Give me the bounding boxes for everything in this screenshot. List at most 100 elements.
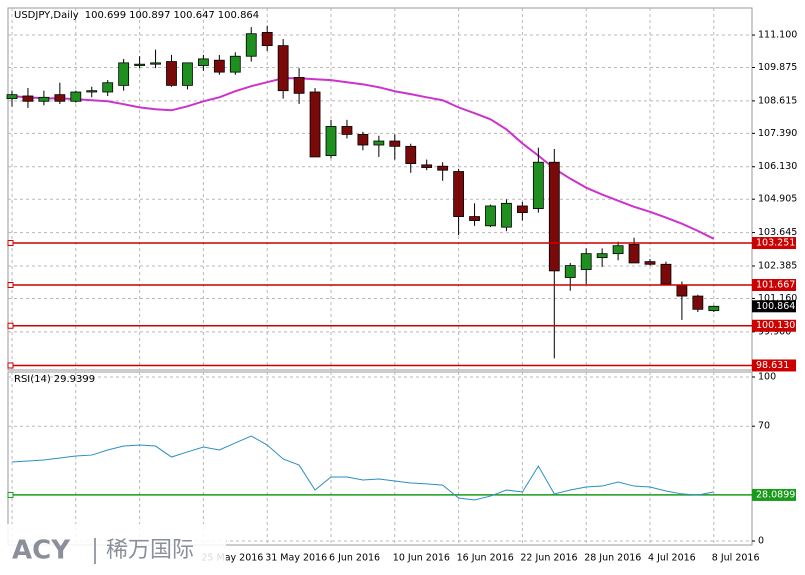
level-label-bg	[752, 488, 796, 501]
horizontal-line-anchor	[7, 240, 14, 247]
y-tick-label: 109.875	[758, 62, 797, 73]
rsi-last: 29.9399	[54, 374, 95, 385]
candle-body	[261, 31, 273, 47]
horizontal-line-label-bg	[752, 319, 796, 332]
candle-body	[389, 140, 401, 147]
moving-average	[11, 77, 715, 240]
horizontal-line-label: 101.667	[756, 280, 795, 291]
y-tick-label: 108.615	[758, 95, 797, 106]
x-tick-label: 4 Jul 2016	[648, 553, 696, 564]
candle-body	[70, 91, 82, 102]
candle-body	[596, 253, 608, 259]
y-tick-label: 103.645	[758, 227, 797, 238]
candle-body	[708, 305, 720, 312]
candle-body	[197, 58, 209, 66]
level-anchor	[7, 491, 14, 498]
candle-body	[548, 161, 560, 272]
y-tick-label: 99.900	[758, 326, 791, 337]
candle-body	[182, 62, 193, 86]
watermark: ACY 稀万国际	[0, 524, 226, 575]
x-tick-label: 6 Jun 2016	[329, 553, 380, 564]
watermark-name: 稀万国际	[106, 538, 194, 563]
watermark-bg	[0, 524, 226, 575]
rsi-line	[11, 435, 714, 501]
candle-body	[86, 90, 98, 93]
last-high: 100.897	[129, 10, 170, 21]
candle-body	[437, 165, 449, 171]
candle-body	[325, 126, 337, 157]
candle-body	[644, 261, 656, 265]
candle-body	[532, 161, 544, 210]
x-tick-label: 22 Jun 2016	[520, 553, 577, 564]
x-tick-label: 16 Jun 2016	[457, 553, 514, 564]
candle-body	[580, 253, 592, 270]
y-tick-label: 106.130	[758, 161, 797, 172]
chart-title: USDJPY,Daily	[14, 10, 79, 21]
candle-body	[293, 77, 305, 94]
current-price-bg	[752, 300, 796, 313]
horizontal-line-anchor	[7, 282, 14, 289]
level-label: 28.0899	[756, 489, 795, 500]
horizontal-line-label-bg	[752, 237, 796, 250]
candle-body	[357, 134, 369, 146]
candle-body	[102, 82, 114, 93]
horizontal-line-anchor	[7, 322, 14, 329]
candle-body	[469, 216, 480, 221]
watermark-brand: ACY	[12, 536, 71, 566]
candle-body	[309, 91, 321, 158]
candle-body	[373, 140, 385, 146]
rsi-panel-frame	[7, 371, 753, 546]
candle-body	[564, 265, 576, 278]
horizontal-line-label: 103.251	[756, 238, 795, 249]
rsi-title: RSI(14)	[14, 374, 51, 385]
candle-body	[421, 164, 433, 168]
candle-body	[660, 263, 672, 285]
candle-body	[501, 202, 512, 228]
horizontal-line-label: 98.631	[756, 360, 789, 371]
candle-body	[118, 62, 130, 86]
candle-body	[405, 145, 417, 164]
horizontal-line-label-bg	[752, 359, 796, 372]
candle-body	[277, 45, 289, 92]
candle-body	[22, 95, 34, 102]
x-tick-label: 10 Jun 2016	[393, 553, 450, 564]
candle-body	[517, 205, 528, 213]
y-tick-label: 102.385	[758, 260, 797, 271]
candle-body	[485, 205, 496, 227]
horizontal-line-label: 100.130	[756, 320, 795, 331]
candle-body	[6, 94, 18, 100]
y-tick-label: 100	[758, 372, 776, 383]
x-tick-label: 8 Jul 2016	[712, 553, 760, 564]
last-close: 100.864	[218, 10, 259, 21]
last-low: 100.647	[173, 10, 214, 21]
candle-body	[54, 94, 66, 102]
candle-body	[134, 63, 146, 66]
price-panel-frame	[7, 7, 753, 371]
x-tick-label: 28 Jun 2016	[584, 553, 641, 564]
rsi-header: RSI(14) 29.9399	[14, 374, 95, 385]
y-tick-label: 107.390	[758, 128, 797, 139]
candle-body	[150, 62, 161, 65]
candle-body	[229, 55, 241, 73]
candle-body	[692, 295, 704, 310]
y-tick-label: 104.905	[758, 194, 797, 205]
candle-body	[341, 126, 353, 135]
x-tick-label: 25 May 2016	[201, 553, 263, 564]
candle-body	[38, 96, 50, 102]
y-tick-label: 111.100	[758, 30, 797, 41]
y-tick-label: 101.160	[758, 293, 797, 304]
candle-body	[612, 245, 624, 255]
candle-body	[166, 61, 177, 86]
current-price-label: 100.864	[756, 301, 795, 312]
horizontal-line-label-bg	[752, 279, 796, 292]
y-tick-label: 0	[758, 536, 764, 547]
horizontal-line-anchor	[7, 362, 14, 369]
last-open: 100.699	[85, 10, 126, 21]
candle-body	[213, 59, 225, 73]
x-tick-label: 31 May 2016	[265, 553, 327, 564]
candle-body	[245, 33, 257, 57]
candle-body	[628, 243, 640, 264]
